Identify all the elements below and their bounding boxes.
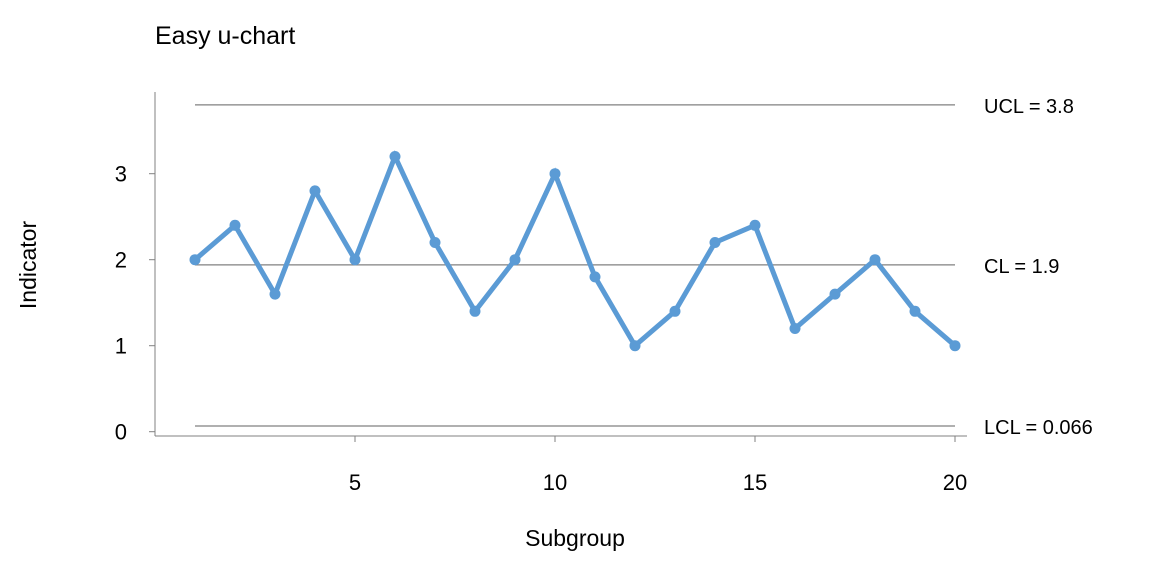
data-point-18 [869,254,881,266]
x-tick-label-20: 20 [943,470,967,495]
data-point-13 [669,305,681,317]
cl-label: CL = 1.9 [984,256,1059,278]
y-tick-label-0: 0 [115,420,127,445]
data-point-17 [829,288,841,300]
data-point-2 [229,219,241,231]
data-point-8 [469,305,481,317]
x-tick-label-10: 10 [543,470,567,495]
axes: 0 1 2 3 5 10 15 20 [115,92,967,495]
data-point-19 [909,305,921,317]
data-point-4 [309,185,321,197]
data-point-12 [629,340,641,352]
x-tick-label-15: 15 [743,470,767,495]
y-axis-title: Indicator [15,221,41,310]
data-point-20 [949,340,961,352]
data-point-6 [389,151,401,162]
control-limits: UCL = 3.8 CL = 1.9 LCL = 0.066 [195,96,1093,439]
data-point-15 [749,219,761,231]
data-point-5 [349,254,361,266]
y-tick-label-1: 1 [115,334,127,359]
data-point-3 [269,288,281,300]
lcl-label: LCL = 0.066 [984,417,1093,439]
chart-title: Easy u-chart [155,22,295,50]
x-axis-title: Subgroup [525,525,625,551]
x-tick-label-5: 5 [349,470,361,495]
data-point-16 [789,323,801,334]
data-point-1 [189,254,201,266]
data-series [189,150,961,352]
y-tick-label-2: 2 [115,248,127,273]
data-point-14 [709,237,721,248]
ucl-label: UCL = 3.8 [984,96,1074,118]
data-point-7 [429,237,441,248]
series-line [192,150,958,350]
y-tick-label-3: 3 [115,162,127,187]
data-point-9 [509,254,521,266]
data-point-10 [549,168,561,180]
data-point-11 [589,271,601,283]
